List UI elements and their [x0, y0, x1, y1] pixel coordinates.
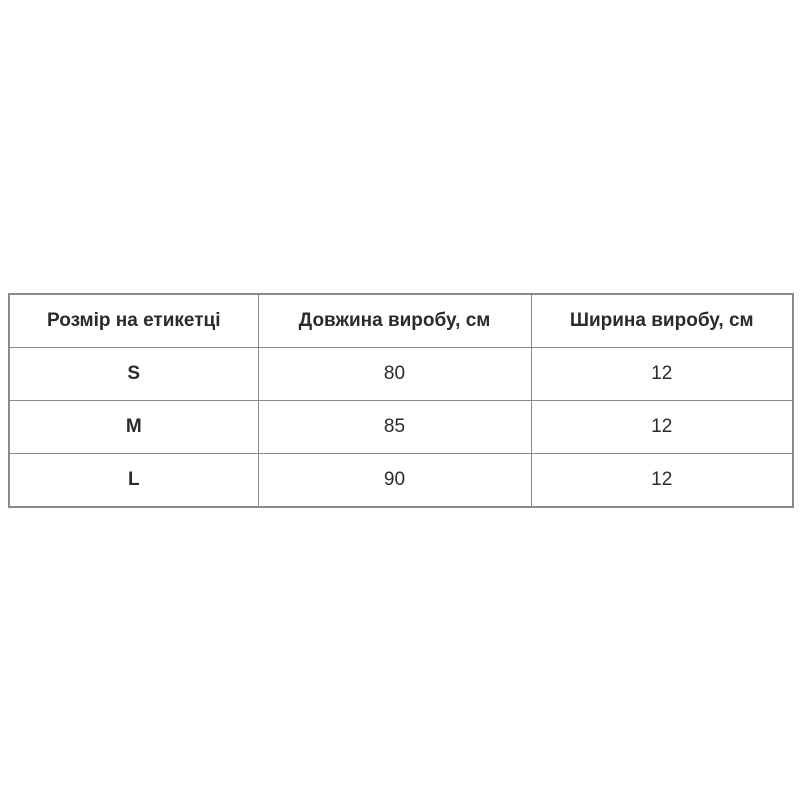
length-value-m: 85	[257, 400, 532, 454]
width-value-l: 12	[530, 453, 794, 508]
size-value-l: L	[8, 453, 259, 508]
length-value-l: 90	[257, 453, 532, 508]
length-value-s: 80	[257, 347, 532, 401]
size-chart-table: Розмір на етикетці Довжина виробу, см Ши…	[8, 293, 794, 508]
size-value-m: M	[8, 400, 259, 454]
column-header-size-label: Розмір на етикетці	[8, 293, 259, 348]
table-row: S 80 12	[8, 347, 794, 401]
size-chart-container: Розмір на етикетці Довжина виробу, см Ши…	[8, 293, 794, 508]
table-header-row: Розмір на етикетці Довжина виробу, см Ши…	[8, 293, 794, 348]
table-row: M 85 12	[8, 400, 794, 454]
width-value-s: 12	[530, 347, 794, 401]
column-header-width: Ширина виробу, см	[530, 293, 794, 348]
table-row: L 90 12	[8, 453, 794, 508]
size-value-s: S	[8, 347, 259, 401]
column-header-length: Довжина виробу, см	[257, 293, 532, 348]
width-value-m: 12	[530, 400, 794, 454]
